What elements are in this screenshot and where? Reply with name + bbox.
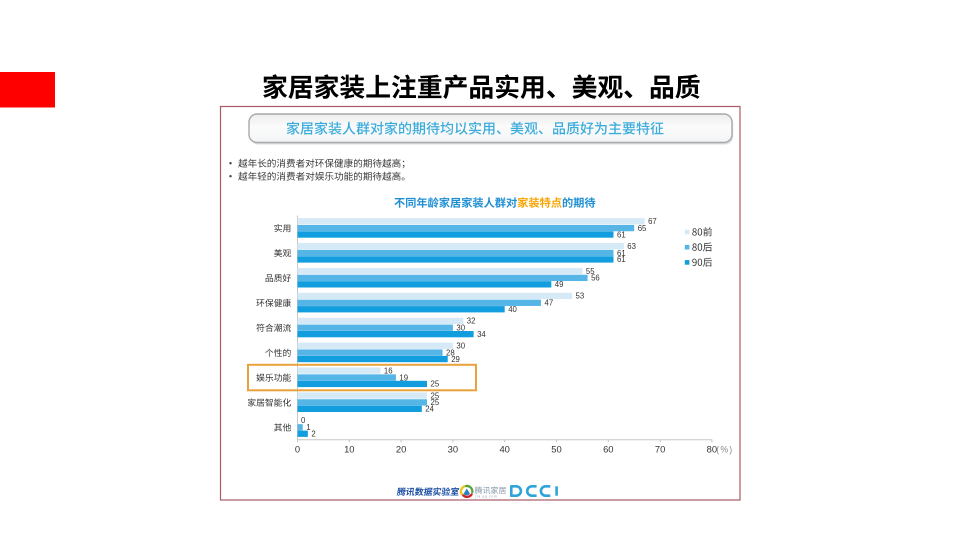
svg-text:25: 25	[431, 398, 440, 407]
svg-text:25: 25	[431, 380, 440, 389]
svg-text:65: 65	[638, 224, 647, 233]
svg-text:49: 49	[555, 280, 564, 289]
svg-text:10: 10	[344, 443, 354, 454]
svg-text:47: 47	[545, 299, 554, 308]
svg-text:16: 16	[384, 366, 393, 375]
svg-text:32: 32	[467, 317, 476, 326]
svg-text:30: 30	[456, 323, 465, 332]
svg-text:40: 40	[499, 443, 509, 454]
svg-text:80: 80	[707, 443, 717, 454]
svg-text:jia.qq.com: jia.qq.com	[475, 495, 498, 499]
svg-text:67: 67	[648, 217, 657, 226]
svg-text:60: 60	[603, 443, 613, 454]
svg-text:29: 29	[451, 355, 460, 364]
svg-text:61: 61	[617, 230, 626, 239]
svg-text:30: 30	[448, 443, 458, 454]
svg-text:34: 34	[477, 330, 486, 339]
svg-text:20: 20	[396, 443, 406, 454]
svg-text:24: 24	[425, 405, 434, 414]
svg-text:0: 0	[295, 443, 300, 454]
svg-text:56: 56	[591, 274, 600, 283]
svg-text:40: 40	[508, 305, 517, 314]
svg-text:61: 61	[617, 249, 626, 258]
svg-text:0: 0	[301, 416, 306, 425]
svg-text:55: 55	[586, 267, 595, 276]
svg-text:(%): (%)	[716, 444, 733, 454]
svg-text:30: 30	[456, 342, 465, 351]
svg-text:53: 53	[576, 292, 585, 301]
svg-text:19: 19	[399, 373, 408, 382]
svg-text:2: 2	[311, 430, 315, 439]
svg-text:1: 1	[306, 423, 310, 432]
svg-text:25: 25	[431, 391, 440, 400]
svg-text:70: 70	[655, 443, 665, 454]
svg-text:63: 63	[627, 242, 636, 251]
svg-text:28: 28	[446, 348, 455, 357]
svg-text:50: 50	[551, 443, 561, 454]
svg-text:61: 61	[617, 255, 626, 264]
